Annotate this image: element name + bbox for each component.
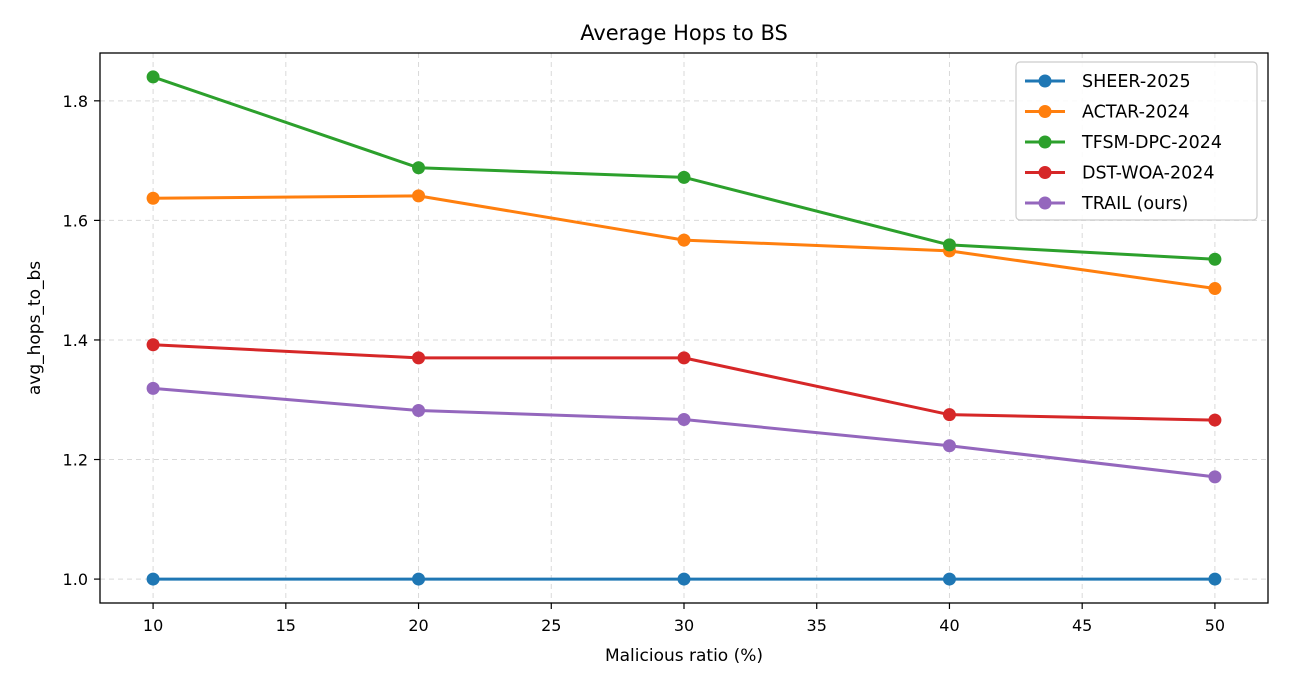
data-point xyxy=(412,404,426,417)
legend-marker xyxy=(1038,196,1052,210)
data-point xyxy=(1208,572,1222,586)
data-point xyxy=(942,439,956,453)
x-tick-label: 15 xyxy=(276,616,296,635)
data-point xyxy=(677,233,691,247)
data-point xyxy=(1208,252,1222,266)
legend-marker xyxy=(1038,74,1052,88)
legend-marker xyxy=(1038,166,1052,179)
legend-label: DST-WOA-2024 xyxy=(1082,164,1214,184)
data-point xyxy=(677,170,691,184)
series-tfsm-dpc-2024 xyxy=(146,70,1222,266)
legend-item: SHEER-2025 xyxy=(1025,72,1191,92)
data-point xyxy=(412,351,426,365)
data-point xyxy=(677,412,691,426)
data-point xyxy=(677,572,691,586)
data-point xyxy=(412,161,426,175)
x-tick-label: 50 xyxy=(1205,616,1225,635)
series-actar-2024 xyxy=(146,189,1222,296)
y-tick-label: 1.0 xyxy=(63,570,88,589)
legend-item: TFSM-DPC-2024 xyxy=(1025,133,1222,153)
x-tick-label: 25 xyxy=(541,616,561,635)
x-tick-label: 40 xyxy=(939,616,959,635)
data-point xyxy=(677,351,691,365)
data-point xyxy=(942,408,956,422)
axis-ticks: 10 15 20 25 30 35 40 45 50 1.0 1.2 1.4 1.6 1.8 xyxy=(63,92,1226,635)
x-tick-label: 20 xyxy=(408,616,428,635)
data-point xyxy=(412,572,426,586)
legend-box xyxy=(1015,61,1258,221)
data-point xyxy=(1208,413,1222,427)
y-tick-label: 1.2 xyxy=(63,451,88,470)
plot-series xyxy=(146,70,1222,586)
y-axis-label: avg_hops_to_bs xyxy=(25,261,45,395)
y-tick-label: 1.4 xyxy=(63,331,88,350)
legend-label: TRAIL (ours) xyxy=(1081,194,1188,214)
data-point xyxy=(146,338,160,352)
legend-marker xyxy=(1038,105,1052,118)
data-point xyxy=(146,381,160,395)
legend-item: ACTAR-2024 xyxy=(1025,103,1190,123)
data-point xyxy=(942,238,956,252)
legend-item: DST-WOA-2024 xyxy=(1025,164,1214,184)
x-tick-label: 35 xyxy=(807,616,827,635)
data-point xyxy=(1208,282,1222,296)
data-point xyxy=(412,189,426,203)
y-tick-label: 1.8 xyxy=(63,92,88,111)
data-point xyxy=(942,572,956,586)
y-tick-label: 1.6 xyxy=(63,211,88,230)
x-tick-label: 45 xyxy=(1072,616,1092,635)
data-point xyxy=(146,191,160,205)
x-tick-label: 30 xyxy=(674,616,694,635)
legend-label: TFSM-DPC-2024 xyxy=(1081,133,1222,153)
legend-item: TRAIL (ours) xyxy=(1025,194,1188,214)
legend-label: ACTAR-2024 xyxy=(1082,103,1190,123)
series-sheer-2025 xyxy=(146,572,1222,586)
legend-label: SHEER-2025 xyxy=(1082,72,1191,92)
x-tick-label: 10 xyxy=(143,616,163,635)
data-point xyxy=(146,70,160,84)
legend: SHEER-2025 ACTAR-2024 TFSM-DPC-2024 DST-WOA… xyxy=(1015,61,1258,221)
series-dst-woa-2024 xyxy=(146,338,1222,427)
x-axis-label: Malicious ratio (%) xyxy=(605,646,763,666)
data-point xyxy=(1208,470,1222,484)
data-point xyxy=(146,572,160,586)
chart-title: Average Hops to BS xyxy=(580,21,788,45)
legend-marker xyxy=(1038,135,1052,149)
series-trail-ours xyxy=(146,381,1222,484)
